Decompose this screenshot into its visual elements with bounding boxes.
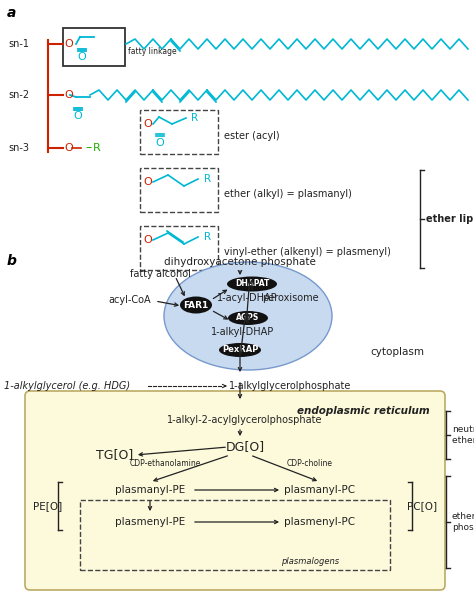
Text: DHAPAT: DHAPAT (235, 279, 269, 288)
Text: O: O (64, 39, 73, 49)
Text: PE[O]: PE[O] (33, 501, 63, 511)
Text: O: O (144, 119, 152, 129)
Text: plasmenyl-PE: plasmenyl-PE (115, 517, 185, 527)
Text: TG[O]: TG[O] (96, 449, 134, 462)
Bar (80, 500, 390, 570)
Text: ester (acyl): ester (acyl) (224, 131, 280, 141)
Text: O: O (144, 235, 152, 245)
Text: R: R (204, 232, 211, 242)
Text: 1-acyl-DHAP: 1-acyl-DHAP (217, 293, 277, 303)
Ellipse shape (227, 276, 277, 291)
Text: CDP-choline: CDP-choline (287, 458, 333, 468)
Text: neutral
ether lipids: neutral ether lipids (452, 425, 474, 445)
Text: sn-1: sn-1 (8, 39, 29, 49)
Text: plasmanyl-PC: plasmanyl-PC (284, 485, 356, 495)
Ellipse shape (219, 343, 261, 357)
Text: –: – (85, 141, 91, 155)
Text: O: O (64, 143, 73, 153)
Text: ether lipids: ether lipids (426, 214, 474, 224)
Text: O: O (144, 177, 152, 187)
Text: DG[O]: DG[O] (226, 440, 264, 453)
Text: dihydroxyacetone phosphate: dihydroxyacetone phosphate (164, 257, 316, 267)
Bar (140, 110, 218, 154)
Text: endoplasmic reticulum: endoplasmic reticulum (297, 406, 430, 416)
Text: 1-alkyl-2-acylglycerolphosphate: 1-alkyl-2-acylglycerolphosphate (167, 415, 323, 425)
Text: O: O (73, 111, 82, 121)
Text: O: O (155, 138, 164, 148)
Text: b: b (7, 254, 17, 268)
Text: 1-alkylglycerolphosphate: 1-alkylglycerolphosphate (229, 381, 351, 391)
Bar (140, 226, 218, 270)
Text: FAR1: FAR1 (183, 301, 209, 310)
Text: plasmenyl-PC: plasmenyl-PC (284, 517, 356, 527)
Text: PexRAP: PexRAP (222, 346, 258, 355)
Text: cytoplasm: cytoplasm (370, 347, 424, 357)
Ellipse shape (180, 297, 212, 314)
Text: R: R (93, 143, 101, 153)
Text: sn-3: sn-3 (8, 143, 29, 153)
Text: ether (alkyl) = plasmanyl): ether (alkyl) = plasmanyl) (224, 189, 352, 199)
Text: a: a (7, 6, 17, 20)
Text: PC[O]: PC[O] (407, 501, 437, 511)
Bar (63, 28, 125, 66)
Ellipse shape (228, 311, 268, 325)
Text: R: R (191, 113, 198, 123)
FancyBboxPatch shape (25, 391, 445, 590)
Text: O: O (78, 52, 86, 62)
Text: acyl-CoA: acyl-CoA (108, 295, 151, 305)
Text: fatty alcohol: fatty alcohol (130, 269, 191, 279)
Text: O: O (64, 90, 73, 100)
Text: 1-alkyl-DHAP: 1-alkyl-DHAP (211, 327, 274, 337)
Ellipse shape (164, 262, 332, 370)
Text: plasmanyl-PE: plasmanyl-PE (115, 485, 185, 495)
Text: vinyl-ether (alkenyl) = plasmenyl): vinyl-ether (alkenyl) = plasmenyl) (224, 247, 391, 257)
Text: CDP-ethanolamine: CDP-ethanolamine (129, 458, 201, 468)
Text: 1-alkylglycerol (e.g. HDG): 1-alkylglycerol (e.g. HDG) (4, 381, 130, 391)
Text: ether
phospholipids: ether phospholipids (452, 512, 474, 532)
Text: sn-2: sn-2 (8, 90, 29, 100)
Text: fatty linkage: fatty linkage (128, 47, 177, 56)
Bar (140, 168, 218, 212)
Text: AGPS: AGPS (237, 314, 260, 323)
Text: peroxisome: peroxisome (262, 293, 319, 303)
Text: R: R (204, 174, 211, 184)
Text: plasmalogens: plasmalogens (281, 558, 339, 567)
